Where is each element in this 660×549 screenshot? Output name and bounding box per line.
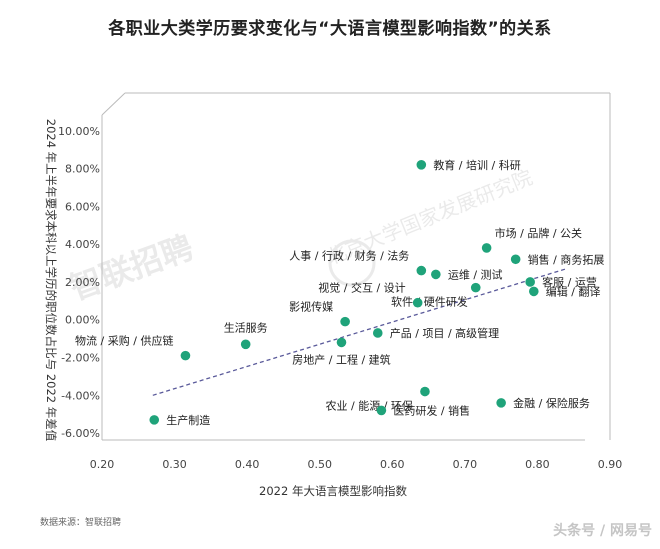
y-tick-label: -4.00% [61,389,100,402]
data-point [431,269,441,280]
y-tick-label: 8.00% [65,163,100,176]
watermark-logo: 智联招聘 北京大学国家发展研究院 [65,165,536,308]
point-label: 医药研发 / 销售 [393,403,470,417]
x-axis-label: 2022 年大语言模型影响指数 [259,484,407,498]
data-point [416,265,427,276]
data-point [470,282,481,293]
data-point [496,398,506,408]
point-label: 软件 / 硬件研发 [391,295,468,309]
x-tick-label: 0.50 [307,458,332,471]
x-tick-label: 0.70 [453,458,478,471]
point-label: 人事 / 行政 / 财务 / 法务 [289,249,409,263]
data-point [481,243,492,253]
data-point [510,254,521,265]
y-tick-label: -2.00% [61,352,100,365]
data-point [340,316,350,327]
y-axis-label: 2024 年上半年要求本科以上学历的职位数占比与 2022 年差值 [44,119,58,442]
point-label: 运维 / 测试 [448,268,503,281]
data-point [240,339,251,350]
x-tick-label: 0.60 [380,458,405,471]
y-tick-label: -6.00% [61,427,100,440]
data-point [376,405,387,416]
point-label: 编辑 / 翻译 [546,284,601,298]
data-point [149,415,160,425]
y-tick-label: 4.00% [65,238,100,251]
data-source-note: 数据来源：智联招聘 [40,518,122,528]
x-tick-label: 0.90 [598,458,623,471]
trend-line [152,268,567,396]
y-tick-label: 6.00% [65,200,100,213]
watermark-corner: 头条号 / 网易号 [553,523,652,539]
frame-corner-line [101,92,126,116]
point-label: 市场 / 品牌 / 公关 [495,226,582,240]
x-tick-label: 0.30 [162,458,187,471]
data-point [180,350,191,361]
point-label: 教育 / 培训 / 科研 [433,158,520,172]
x-tick-label: 0.20 [90,458,115,471]
data-point [336,337,347,348]
y-tick-label: 0.00% [65,314,100,327]
point-label: 客服 / 运营 [542,275,597,289]
point-label: 金融 / 保险服务 [513,396,590,410]
x-tick-label: 0.80 [525,458,550,471]
y-tick-label: 10.00% [58,125,100,138]
data-point [420,386,430,397]
point-label: 房地产 / 工程 / 建筑 [292,352,390,366]
point-label: 销售 / 商务拓展 [528,252,605,266]
y-tick-label: 2.00% [65,276,100,289]
chart-title: 各职业大类学历要求变化与“大语言模型影响指数”的关系 [108,19,552,39]
point-label: 影视传媒 [289,300,333,314]
point-label: 物流 / 采购 / 供应链 [75,334,173,348]
data-point [529,286,539,297]
data-point [372,328,383,338]
point-label: 农业 / 能源 / 环保 [326,399,413,413]
point-label: 生产制造 [166,413,210,427]
x-tick-label: 0.40 [235,458,260,471]
point-label: 视觉 / 交互 / 设计 [318,281,405,295]
data-point [525,277,535,287]
data-point [412,297,423,308]
data-point [416,160,427,170]
point-label: 产品 / 项目 / 高级管理 [390,326,499,340]
point-label: 生活服务 [224,320,268,334]
